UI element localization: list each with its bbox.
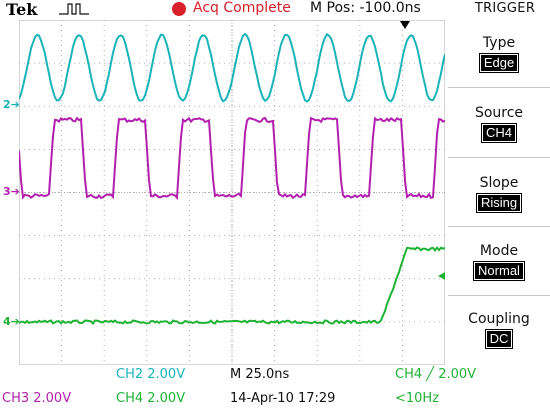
menu-divider bbox=[448, 87, 550, 88]
menu-item-label: Mode bbox=[479, 243, 519, 259]
trigger-frequency: <10Hz bbox=[395, 391, 440, 406]
acq-status: Acq Complete bbox=[193, 0, 291, 16]
menu-item-label: Source bbox=[474, 105, 524, 121]
menu-item-slope[interactable]: Slope Rising bbox=[448, 175, 550, 213]
menu-item-value: Rising bbox=[475, 193, 523, 213]
brand-logo: Tek bbox=[6, 0, 38, 19]
ch2-scale: CH2 2.00V bbox=[116, 367, 186, 382]
ch2-waveform bbox=[19, 32, 445, 103]
menu-item-source[interactable]: Source CH4 bbox=[448, 105, 550, 143]
ch3-marker: 3➔ bbox=[3, 185, 20, 198]
menu-item-label: Type bbox=[482, 35, 516, 51]
timebase: M 25.0ns bbox=[230, 367, 290, 382]
menu-item-value: Edge bbox=[478, 53, 520, 73]
menu-divider bbox=[448, 226, 550, 227]
menu-divider bbox=[448, 157, 550, 158]
ch4-waveform bbox=[19, 246, 445, 326]
ch4-scale: CH4 2.00V bbox=[116, 391, 186, 406]
trigger-readout: CH4 ╱ 2.00V bbox=[395, 367, 477, 382]
horizontal-position: M Pos: -100.0ns bbox=[310, 0, 421, 16]
menu-item-value: DC bbox=[484, 329, 514, 349]
top-bar: Tek Acq Complete M Pos: -100.0ns TRIGGER bbox=[0, 0, 550, 19]
ch4-marker: 4➔ bbox=[3, 315, 20, 328]
ch3-scale: CH3 2.00V bbox=[2, 391, 72, 406]
ch3-waveform bbox=[19, 116, 445, 201]
menu-item-coupling[interactable]: Coupling DC bbox=[448, 311, 550, 349]
menu-item-mode[interactable]: Mode Normal bbox=[448, 243, 550, 281]
date-time: 14-Apr-10 17:29 bbox=[230, 391, 336, 406]
menu-title: TRIGGER bbox=[474, 1, 536, 16]
single-pulse-icon bbox=[59, 3, 89, 15]
menu-item-type[interactable]: Type Edge bbox=[448, 35, 550, 73]
menu-item-value: Normal bbox=[473, 261, 525, 281]
trigger-level-arrow-icon bbox=[438, 272, 445, 280]
trigger-menu: Type Edge Source CH4 Slope Rising Mode N… bbox=[448, 19, 550, 365]
menu-item-value: CH4 bbox=[480, 123, 518, 143]
ch2-marker: 2➔ bbox=[3, 98, 20, 111]
acq-status-icon bbox=[172, 2, 186, 16]
menu-item-label: Coupling bbox=[468, 311, 530, 327]
waveform-display bbox=[19, 20, 445, 365]
status-bar: CH2 2.00V CH3 2.00V CH4 2.00V M 25.0ns 1… bbox=[0, 365, 550, 412]
menu-divider bbox=[448, 295, 550, 296]
menu-item-label: Slope bbox=[479, 175, 519, 191]
trigger-position-arrow-icon bbox=[400, 21, 410, 29]
